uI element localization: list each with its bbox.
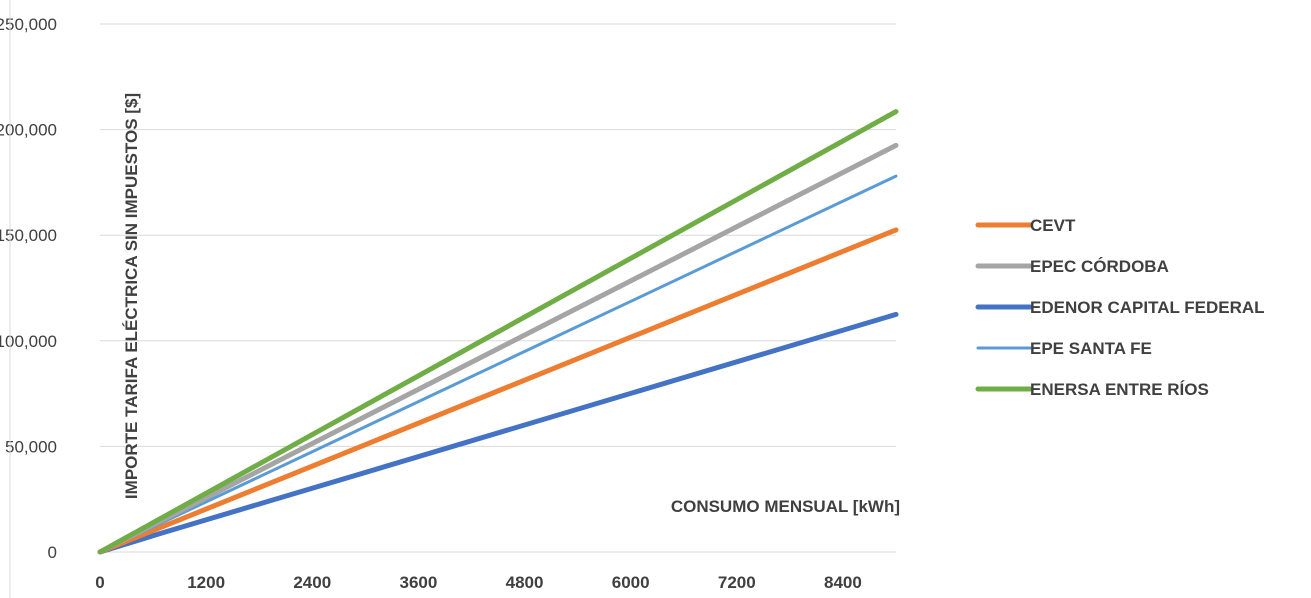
legend-label: EDENOR CAPITAL FEDERAL <box>1030 298 1265 317</box>
series-line-epec-c-rdoba <box>97 142 899 555</box>
x-tick-label: 1200 <box>187 573 225 592</box>
x-tick-label: 8400 <box>824 573 862 592</box>
legend-label: ENERSA ENTRE RÍOS <box>1030 380 1209 399</box>
series-lines <box>97 109 899 555</box>
legend-label: CEVT <box>1030 216 1076 235</box>
x-tick-label: 4800 <box>506 573 544 592</box>
y-axis-ticks: 0 50,000 100,000 150,000 200,000 250,000 <box>0 15 57 562</box>
y-tick-label: 0 <box>48 543 57 562</box>
y-tick-label: 150,000 <box>0 226 57 245</box>
x-tick-label: 0 <box>95 573 104 592</box>
x-tick-label: 3600 <box>399 573 437 592</box>
x-tick-label: 7200 <box>718 573 756 592</box>
y-axis-title: IMPORTE TARIFA ELÉCTRICA SIN IMPUESTOS [… <box>122 93 141 499</box>
series-line-epe-santa-fe <box>98 174 898 554</box>
legend: CEVT EPEC CÓRDOBA EDENOR CAPITAL FEDERAL EP… <box>975 216 1265 399</box>
y-tick-label: 100,000 <box>0 332 57 351</box>
x-tick-label: 2400 <box>293 573 331 592</box>
y-tick-label: 250,000 <box>0 15 57 34</box>
series-line-cevt <box>97 227 899 555</box>
y-tick-label: 50,000 <box>5 437 57 456</box>
legend-label: EPE SANTA FE <box>1030 339 1152 358</box>
x-axis-ticks: 0 1200 2400 3600 4800 6000 7200 8400 <box>95 573 862 592</box>
series-line-enersa-entre-r-os <box>97 109 899 555</box>
y-tick-label: 200,000 <box>0 121 57 140</box>
legend-label: EPEC CÓRDOBA <box>1030 257 1169 276</box>
x-axis-title: CONSUMO MENSUAL [kWh] <box>671 497 900 516</box>
x-tick-label: 6000 <box>612 573 650 592</box>
gridlines <box>100 23 896 553</box>
